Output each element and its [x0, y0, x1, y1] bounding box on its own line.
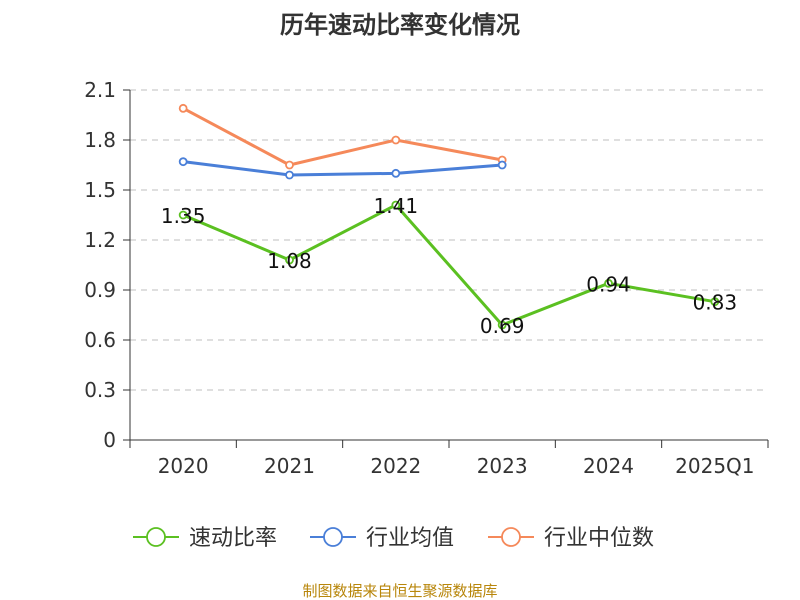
series-line: [182, 107, 503, 167]
legend-marker: [501, 527, 521, 547]
y-tick-label: 0.9: [84, 278, 116, 302]
data-point: [391, 168, 401, 178]
data-point: [178, 157, 188, 167]
data-point: [285, 255, 294, 265]
x-tick-label: 2024: [583, 454, 634, 478]
data-point: [285, 170, 294, 180]
y-tick-label: 0: [103, 428, 116, 452]
chart-title: 历年速动比率变化情况: [280, 11, 520, 39]
legend-label: 速动比率: [189, 526, 277, 551]
grid-layer: [130, 89, 768, 391]
data-point: [497, 160, 507, 170]
series-layer: [178, 103, 720, 330]
legend-label: 行业中位数: [544, 526, 654, 551]
y-tick-label: 1.2: [84, 228, 116, 252]
data-label: 1.08: [267, 249, 312, 273]
x-tick-label: 2022: [370, 454, 421, 478]
legend-marker: [146, 527, 166, 547]
y-tick-label: 0.6: [84, 328, 116, 352]
y-tick-label: 1.5: [84, 178, 116, 202]
data-label: 0.83: [693, 291, 738, 315]
data-label-layer: 1.35 1.08 1.41 0.69 0.94 0.83: [161, 194, 737, 338]
data-label: 1.41: [374, 194, 419, 218]
data-point: [178, 210, 188, 220]
y-tick-label: 0.3: [84, 378, 116, 402]
data-point: [604, 278, 613, 288]
x-tick-label: 2025Q1: [675, 454, 754, 478]
data-point: [497, 320, 507, 330]
data-label: 0.69: [480, 314, 525, 338]
data-point: [285, 160, 294, 170]
axis-layer: 0 0.3 0.6 0.9 1.2 1.5 1.8 2.1 2020 2021 2022 2023 20…: [84, 78, 769, 478]
series-line: [182, 203, 716, 327]
data-label: 1.35: [161, 204, 206, 228]
legend-marker: [323, 527, 343, 547]
x-tick-label: 2021: [264, 454, 315, 478]
data-label: 0.94: [586, 272, 631, 296]
y-tick-label: 1.8: [84, 128, 116, 152]
legend: 速动比率 行业均值 行业中位数: [133, 526, 654, 551]
y-tick-label: 2.1: [84, 78, 116, 102]
series-line: [182, 160, 503, 177]
x-tick-label: 2023: [477, 454, 528, 478]
source-note: 制图数据来自恒生聚源数据库: [302, 582, 497, 600]
data-point: [178, 103, 188, 113]
legend-label: 行业均值: [366, 526, 454, 551]
data-point: [391, 200, 401, 210]
data-point: [391, 135, 401, 145]
x-tick-label: 2020: [158, 454, 209, 478]
data-point: [710, 297, 720, 307]
